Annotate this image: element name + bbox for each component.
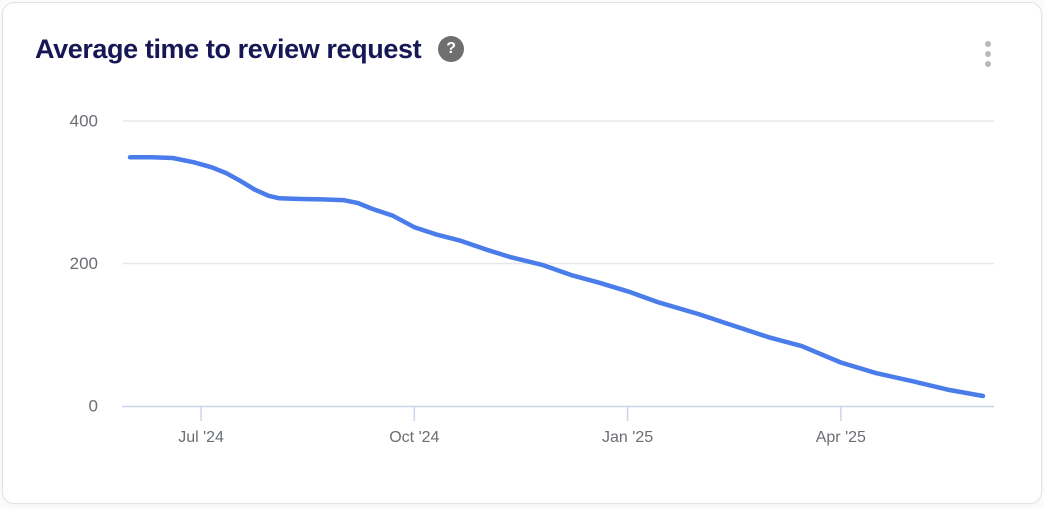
question-mark-glyph: ? — [446, 40, 456, 58]
y-tick-label: 400 — [70, 112, 98, 131]
line-chart: 0 200 400 Jul '24 Oct '24 Jan '25 Apr '25 — [3, 3, 1044, 509]
chart-plot-area[interactable]: 0 200 400 Jul '24 Oct '24 Jan '25 Apr '25 — [3, 3, 1044, 505]
kebab-dot-icon — [985, 51, 991, 57]
x-tick-label: Jul '24 — [178, 429, 224, 446]
page-title: Average time to review request — [35, 33, 421, 65]
x-tick-label: Apr '25 — [816, 429, 866, 446]
y-tick-label: 0 — [89, 397, 98, 416]
y-tick-label: 200 — [70, 254, 98, 273]
card-header: Average time to review request ? — [35, 33, 1021, 65]
series-line[interactable] — [130, 157, 983, 396]
kebab-dot-icon — [985, 41, 991, 47]
kebab-menu-button[interactable] — [981, 37, 995, 71]
x-tick-label: Oct '24 — [389, 429, 439, 446]
kebab-dot-icon — [985, 61, 991, 67]
x-tick-label: Jan '25 — [602, 429, 653, 446]
help-icon[interactable]: ? — [438, 36, 464, 62]
